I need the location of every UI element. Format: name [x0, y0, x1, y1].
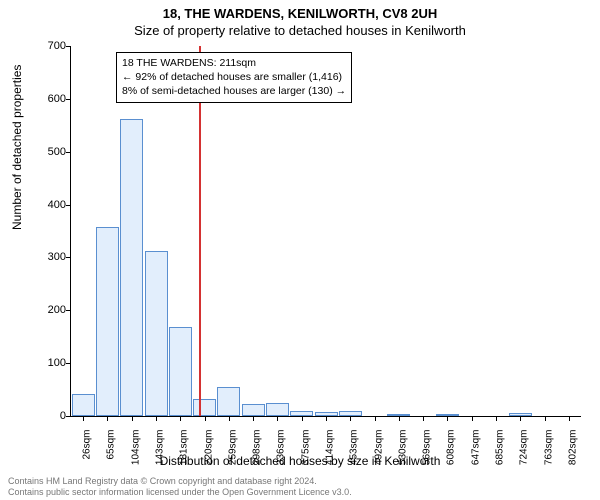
x-tick-mark: [132, 416, 133, 421]
histogram-bar: [193, 399, 216, 416]
x-tick-mark: [156, 416, 157, 421]
histogram-bar: [145, 251, 168, 416]
y-tick-mark: [66, 152, 71, 153]
x-tick-mark: [545, 416, 546, 421]
y-tick-label: 400: [48, 199, 66, 211]
x-tick-mark: [205, 416, 206, 421]
y-tick-label: 500: [48, 146, 66, 158]
histogram-bar: [217, 387, 240, 416]
x-tick-mark: [277, 416, 278, 421]
x-tick-mark: [423, 416, 424, 421]
annotation-box: 18 THE WARDENS: 211sqm ← 92% of detached…: [116, 52, 352, 103]
histogram-bar: [72, 394, 95, 416]
x-tick-mark: [107, 416, 108, 421]
footer-attribution: Contains HM Land Registry data © Crown c…: [8, 476, 352, 499]
x-tick-mark: [350, 416, 351, 421]
y-tick-label: 100: [48, 357, 66, 369]
y-tick-mark: [66, 99, 71, 100]
annotation-line-1: 18 THE WARDENS: 211sqm: [122, 56, 346, 70]
y-tick-label: 200: [48, 304, 66, 316]
footer-line-1: Contains HM Land Registry data © Crown c…: [8, 476, 352, 487]
y-tick-label: 0: [60, 410, 66, 422]
histogram-bar: [169, 327, 192, 416]
x-tick-mark: [496, 416, 497, 421]
histogram-bar: [266, 403, 289, 416]
x-axis-label: Distribution of detached houses by size …: [0, 454, 600, 468]
chart-area: 18 THE WARDENS: 211sqm ← 92% of detached…: [70, 46, 580, 416]
y-tick-mark: [66, 310, 71, 311]
histogram-bar: [242, 404, 265, 416]
y-tick-mark: [66, 46, 71, 47]
x-tick-mark: [375, 416, 376, 421]
footer-line-2: Contains public sector information licen…: [8, 487, 352, 498]
y-tick-mark: [66, 416, 71, 417]
x-tick-mark: [472, 416, 473, 421]
y-tick-label: 300: [48, 251, 66, 263]
chart-title-sub: Size of property relative to detached ho…: [0, 21, 600, 38]
y-axis-label: Number of detached properties: [10, 65, 24, 230]
annotation-line-2: ← 92% of detached houses are smaller (1,…: [122, 70, 346, 84]
x-tick-mark: [229, 416, 230, 421]
histogram-bar: [120, 119, 143, 416]
y-tick-label: 700: [48, 40, 66, 52]
x-tick-mark: [447, 416, 448, 421]
x-tick-mark: [83, 416, 84, 421]
histogram-bar: [96, 227, 119, 416]
y-tick-mark: [66, 205, 71, 206]
y-tick-label: 600: [48, 93, 66, 105]
annotation-line-3: 8% of semi-detached houses are larger (1…: [122, 84, 346, 98]
x-tick-mark: [180, 416, 181, 421]
y-tick-mark: [66, 257, 71, 258]
x-tick-mark: [520, 416, 521, 421]
x-tick-mark: [302, 416, 303, 421]
chart-container: 18, THE WARDENS, KENILWORTH, CV8 2UH Siz…: [0, 0, 600, 500]
plot-region: 18 THE WARDENS: 211sqm ← 92% of detached…: [70, 46, 581, 417]
chart-title-main: 18, THE WARDENS, KENILWORTH, CV8 2UH: [0, 0, 600, 21]
y-tick-mark: [66, 363, 71, 364]
x-tick-mark: [399, 416, 400, 421]
x-tick-mark: [569, 416, 570, 421]
x-tick-mark: [326, 416, 327, 421]
x-tick-mark: [253, 416, 254, 421]
